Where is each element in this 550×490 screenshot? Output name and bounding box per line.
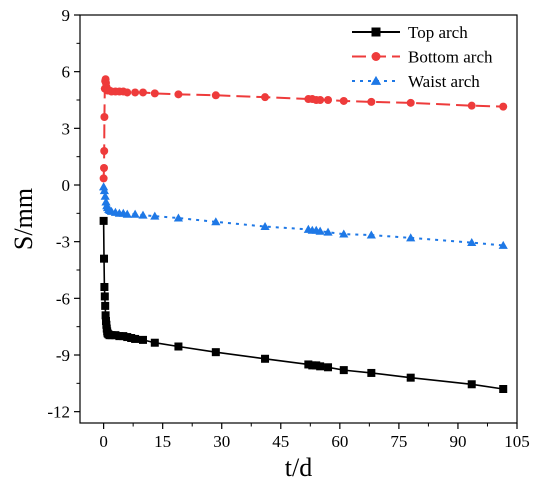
x-tick-label: 60 <box>331 432 348 451</box>
data-point <box>100 254 109 263</box>
data-point <box>101 301 110 310</box>
data-point <box>367 97 376 106</box>
data-point <box>174 342 183 351</box>
y-tick-label: -3 <box>56 233 70 252</box>
y-tick-label: 3 <box>62 119 71 138</box>
data-point <box>99 174 108 183</box>
x-tick-label: 90 <box>449 432 466 451</box>
y-tick-label: -9 <box>56 346 70 365</box>
data-point <box>101 197 111 206</box>
data-point <box>316 96 325 104</box>
data-point <box>123 88 132 97</box>
legend-item: Waist arch <box>352 72 480 91</box>
data-point <box>174 90 183 99</box>
y-axis-ticks: 9 6 3 0 -3 -6 -9 -12 <box>47 6 80 422</box>
x-tick-label: 105 <box>504 432 530 451</box>
data-point <box>366 230 376 239</box>
data-point <box>467 380 476 389</box>
y-axis-title: S/mm <box>9 188 38 250</box>
data-point <box>138 335 147 344</box>
data-point <box>261 354 270 363</box>
data-point <box>122 209 132 218</box>
data-point <box>138 210 148 219</box>
data-point <box>498 240 508 249</box>
y-tick-label: 6 <box>62 63 71 82</box>
legend-label: Top arch <box>408 23 468 42</box>
data-point <box>323 227 333 236</box>
data-point <box>261 93 270 102</box>
legend-marker <box>370 75 382 85</box>
data-point <box>100 283 109 291</box>
legend-item: Top arch <box>352 23 468 42</box>
x-tick-label: 15 <box>154 432 171 451</box>
y-tick-label: -12 <box>47 403 70 422</box>
data-point <box>499 385 508 393</box>
legend: Top arch Bottom arch Waist arch <box>352 23 493 91</box>
data-point <box>173 213 184 222</box>
series-top-arch <box>99 216 508 393</box>
y-tick-label: 0 <box>62 176 71 195</box>
data-point <box>406 233 416 242</box>
x-tick-label: 0 <box>99 432 108 451</box>
legend-label: Waist arch <box>408 72 480 91</box>
series-line <box>102 79 504 179</box>
data-point <box>100 292 109 301</box>
data-point <box>130 209 140 218</box>
data-point <box>99 182 109 191</box>
data-point <box>467 238 477 247</box>
data-point <box>99 186 110 195</box>
data-point <box>467 101 476 110</box>
data-point <box>131 88 140 97</box>
legend-item: Bottom arch <box>352 48 493 67</box>
data-point <box>100 191 110 200</box>
legend-label: Bottom arch <box>408 48 493 67</box>
plot-frame <box>79 14 518 424</box>
data-point <box>131 334 140 343</box>
data-point <box>101 311 110 320</box>
legend-marker <box>371 52 381 61</box>
data-point <box>211 217 221 226</box>
series-line <box>102 220 504 390</box>
data-point <box>100 164 109 172</box>
plot-series <box>99 75 508 393</box>
data-point <box>339 366 348 375</box>
data-point <box>339 229 349 238</box>
data-point <box>324 363 333 372</box>
data-point <box>315 226 325 235</box>
data-point <box>406 98 415 107</box>
legend-marker <box>371 27 381 37</box>
data-point <box>100 147 109 155</box>
data-point <box>211 91 220 100</box>
x-axis-title: t/d <box>285 453 312 482</box>
x-tick-label: 45 <box>272 432 289 451</box>
data-point <box>367 368 376 377</box>
series-line <box>102 186 504 247</box>
series-waist-arch <box>99 182 508 249</box>
data-point <box>150 211 160 220</box>
data-point <box>260 221 270 231</box>
y-tick-label: 9 <box>62 6 71 25</box>
data-point <box>324 96 333 104</box>
x-tick-label: 75 <box>390 432 407 451</box>
data-point <box>138 88 147 97</box>
x-axis-ticks: 0 15 30 45 60 75 90 105 <box>99 423 530 451</box>
data-point <box>499 102 508 111</box>
data-point <box>99 216 108 225</box>
y-tick-label: -6 <box>56 289 70 308</box>
data-point <box>316 362 325 371</box>
data-point <box>406 373 415 382</box>
data-point <box>100 113 109 121</box>
data-point <box>339 96 348 105</box>
data-point <box>150 89 159 98</box>
series-bottom-arch <box>99 75 508 183</box>
data-point <box>150 338 159 347</box>
x-tick-label: 30 <box>213 432 230 451</box>
data-point <box>211 348 220 357</box>
